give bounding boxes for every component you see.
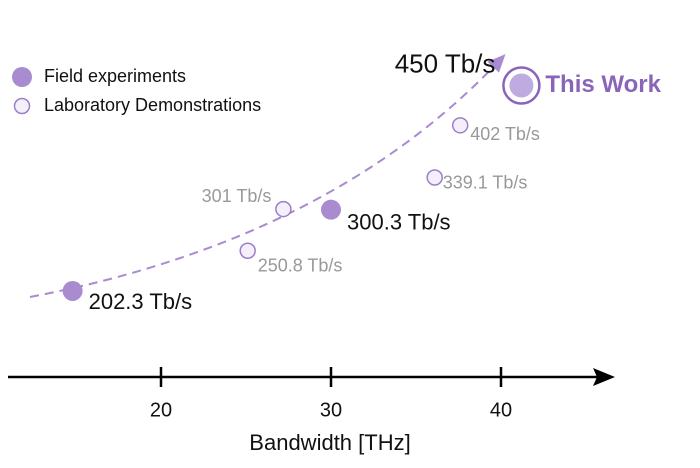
this-work-label: This Work xyxy=(545,71,661,98)
legend-label: Laboratory Demonstrations xyxy=(44,95,261,115)
x-tick-label: 40 xyxy=(490,399,512,421)
x-axis-label: Bandwidth [THz] xyxy=(249,430,410,455)
value-label: 402 Tb/s xyxy=(470,124,540,144)
lab-point xyxy=(451,117,469,134)
field-point xyxy=(62,280,83,301)
value-label: 450 Tb/s xyxy=(395,48,496,78)
this-work-point xyxy=(509,73,534,98)
x-tick-label: 30 xyxy=(320,399,342,421)
x-axis-arrow xyxy=(593,368,615,386)
lab-point xyxy=(426,169,443,186)
value-label: 202.3 Tb/s xyxy=(89,289,193,314)
legend-label: Field experiments xyxy=(44,66,186,86)
lab-point xyxy=(275,200,292,218)
lab-point xyxy=(239,242,256,259)
legend-marker xyxy=(13,97,31,115)
value-label: 339.1 Tb/s xyxy=(443,172,528,192)
field-point xyxy=(321,199,341,220)
x-tick-label: 20 xyxy=(150,399,172,421)
legend-marker xyxy=(12,67,32,87)
value-label: 301 Tb/s xyxy=(202,186,272,206)
trend-curve xyxy=(29,54,506,298)
value-label: 300.3 Tb/s xyxy=(347,209,451,234)
value-label: 250.8 Tb/s xyxy=(258,255,343,275)
